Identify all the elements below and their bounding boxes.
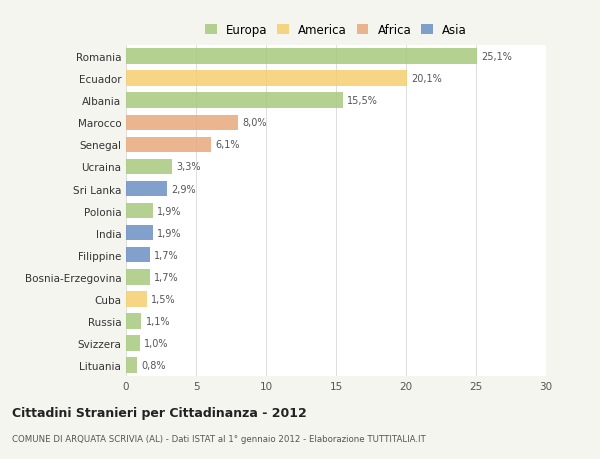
Text: 1,7%: 1,7% [154, 250, 179, 260]
Bar [126, 225, 152, 241]
Text: 1,9%: 1,9% [157, 228, 181, 238]
Text: 3,3%: 3,3% [176, 162, 201, 172]
Text: 2,9%: 2,9% [171, 184, 196, 194]
Text: 15,5%: 15,5% [347, 96, 378, 106]
Bar [126, 159, 172, 175]
Bar [126, 115, 238, 131]
Text: 1,7%: 1,7% [154, 272, 179, 282]
Text: 20,1%: 20,1% [412, 74, 442, 84]
Bar [126, 358, 137, 373]
Bar [126, 269, 150, 285]
Legend: Europa, America, Africa, Asia: Europa, America, Africa, Asia [205, 24, 467, 37]
Text: 25,1%: 25,1% [482, 52, 512, 62]
Bar [126, 203, 152, 219]
Text: 6,1%: 6,1% [215, 140, 240, 150]
Bar [126, 313, 142, 329]
Bar [126, 336, 140, 351]
Text: 1,0%: 1,0% [144, 338, 169, 348]
Bar [126, 93, 343, 109]
Bar [126, 291, 147, 307]
Bar [126, 49, 478, 65]
Bar [126, 247, 150, 263]
Text: COMUNE DI ARQUATA SCRIVIA (AL) - Dati ISTAT al 1° gennaio 2012 - Elaborazione TU: COMUNE DI ARQUATA SCRIVIA (AL) - Dati IS… [12, 434, 426, 443]
Text: 1,5%: 1,5% [151, 294, 176, 304]
Text: 1,9%: 1,9% [157, 206, 181, 216]
Bar [126, 137, 211, 153]
Bar [126, 181, 167, 197]
Text: Cittadini Stranieri per Cittadinanza - 2012: Cittadini Stranieri per Cittadinanza - 2… [12, 406, 307, 419]
Text: 1,1%: 1,1% [146, 316, 170, 326]
Text: 0,8%: 0,8% [142, 360, 166, 370]
Text: 8,0%: 8,0% [242, 118, 267, 128]
Bar [126, 71, 407, 87]
